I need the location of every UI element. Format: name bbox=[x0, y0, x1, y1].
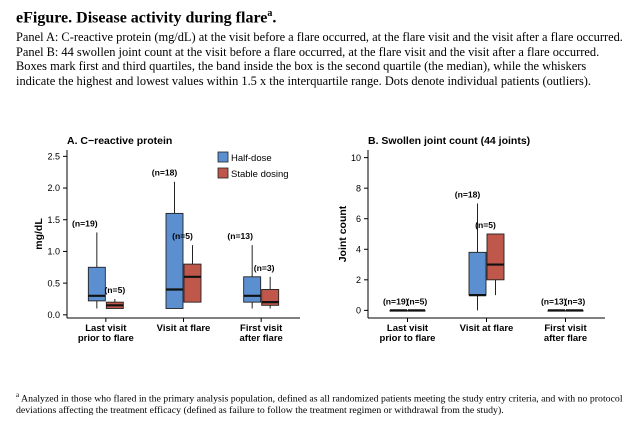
x-tick-label: First visit after flare bbox=[240, 323, 284, 344]
box-n-label: (n=3) bbox=[565, 296, 586, 306]
x-tick-label: Last visit prior to flare bbox=[78, 323, 134, 344]
box-n-label: (n=18) bbox=[455, 189, 481, 199]
box-iqr bbox=[87, 266, 106, 302]
x-tick-label: Visit at flare bbox=[157, 323, 211, 334]
box-n-label: (n=3) bbox=[254, 263, 275, 273]
box-iqr bbox=[165, 212, 184, 309]
title-superscript: a bbox=[267, 8, 273, 19]
box-n-label: (n=13) bbox=[227, 231, 253, 241]
y-tick-label: 8 bbox=[356, 183, 361, 193]
legend-label: Half-dose bbox=[231, 153, 272, 164]
box-n-label: (n=5) bbox=[104, 285, 125, 295]
y-tick-label: 10 bbox=[351, 153, 361, 163]
y-tick-label: 0.5 bbox=[47, 278, 60, 288]
y-axis-label: mg/dL bbox=[33, 218, 45, 250]
box-iqr bbox=[183, 263, 202, 303]
figure-title: eFigure. Disease activity during flarea. bbox=[16, 8, 277, 27]
box-iqr bbox=[243, 276, 262, 303]
x-tick-label: Visit at flare bbox=[460, 323, 514, 334]
panel-title: A. C−reactive protein bbox=[67, 135, 172, 147]
footnote: a Analyzed in those who flared in the pr… bbox=[16, 391, 623, 417]
y-tick-label: 0 bbox=[356, 306, 361, 316]
box-n-label: (n=5) bbox=[475, 220, 496, 230]
box-n-label: (n=19) bbox=[383, 296, 409, 306]
x-tick-label: Last visit prior to flare bbox=[380, 323, 436, 344]
panel-b: B. Swollen joint count (44 joints) Joint … bbox=[337, 135, 605, 344]
figure-caption: Panel A: C-reactive protein (mg/dL) at t… bbox=[16, 30, 623, 88]
y-tick-label: 1.5 bbox=[47, 215, 60, 225]
y-tick-label: 2 bbox=[356, 275, 361, 285]
legend: Half-dose Stable dosing bbox=[217, 151, 289, 180]
y-tick-label: 1.0 bbox=[47, 247, 60, 257]
legend-swatch bbox=[217, 167, 229, 179]
panel-title: B. Swollen joint count (44 joints) bbox=[368, 135, 530, 147]
y-tick-label: 2.5 bbox=[47, 152, 60, 162]
y-tick-label: 6 bbox=[356, 214, 361, 224]
y-axis-label: Joint count bbox=[337, 205, 349, 262]
box-n-label: (n=5) bbox=[407, 296, 428, 306]
box-n-label: (n=19) bbox=[72, 218, 98, 228]
box-n-label: (n=13) bbox=[541, 296, 567, 306]
x-tick-label: First visit after flare bbox=[544, 323, 588, 344]
footnote-superscript: a bbox=[16, 391, 20, 399]
box-n-label: (n=5) bbox=[172, 231, 193, 241]
box-iqr bbox=[486, 233, 505, 281]
y-tick-label: 2.0 bbox=[47, 183, 60, 193]
box-n-label: (n=18) bbox=[152, 168, 178, 178]
legend-swatch bbox=[217, 151, 229, 163]
y-tick-label: 4 bbox=[356, 244, 361, 254]
y-tick-label: 0.0 bbox=[47, 310, 60, 320]
panel-a: A. C−reactive protein mg/dL 0.0 0.5 1.0 1.5 2.… bbox=[33, 135, 300, 344]
box-iqr bbox=[468, 251, 487, 296]
legend-label: Stable dosing bbox=[231, 169, 289, 180]
